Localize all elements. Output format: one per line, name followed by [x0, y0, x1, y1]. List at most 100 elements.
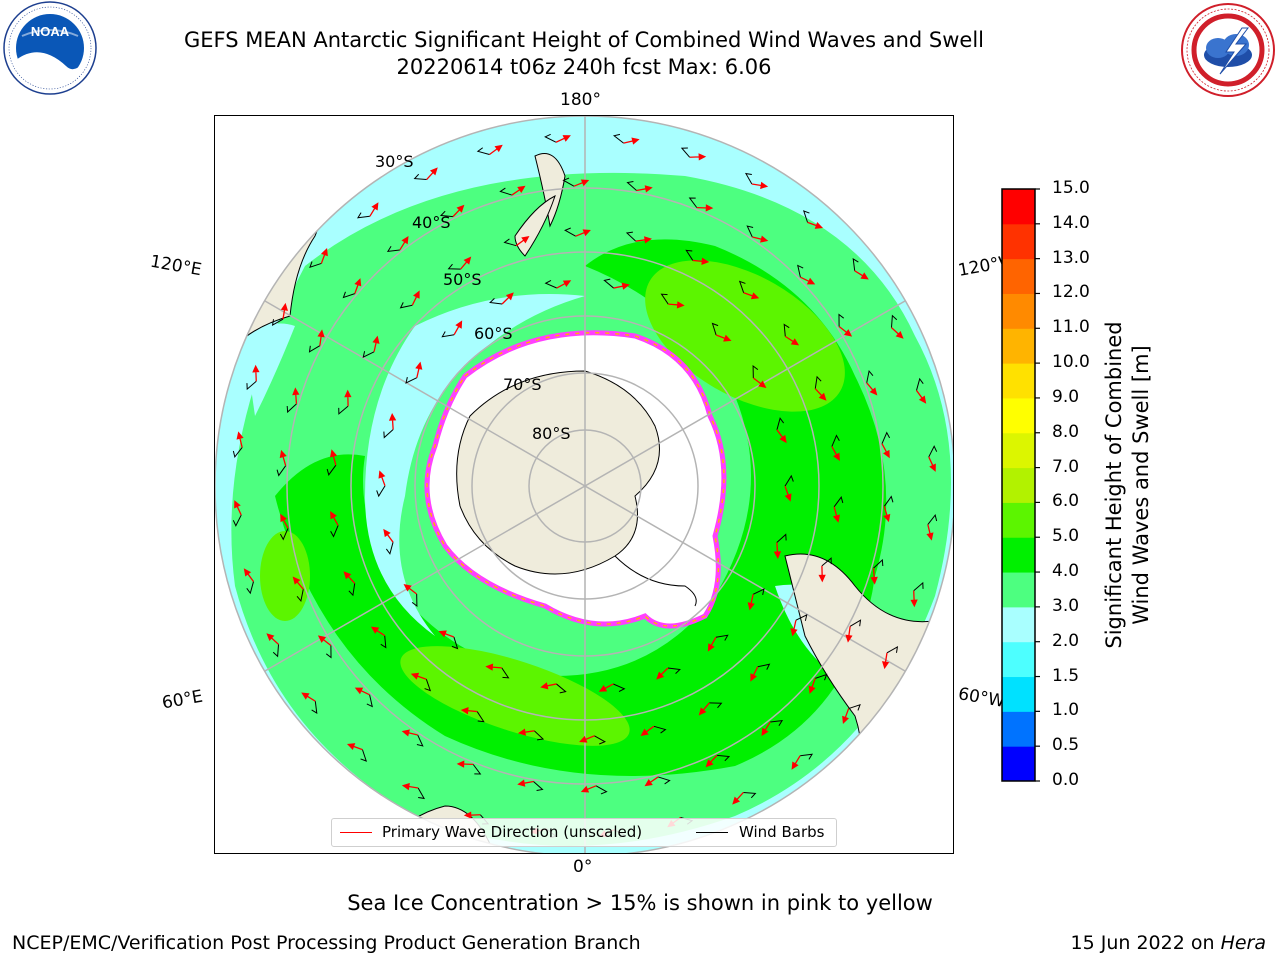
legend-wave-swatch — [340, 832, 372, 833]
wave-direction-arrow — [378, 470, 386, 487]
wind-barb — [657, 776, 671, 785]
wind-barb — [746, 225, 754, 238]
wave-direction-arrow — [761, 721, 771, 737]
wind-barb — [757, 663, 771, 670]
colorbar-tick-label: 12.0 — [1052, 282, 1090, 303]
wind-barb — [849, 619, 862, 627]
lat-label-80s: 80°S — [532, 424, 571, 443]
wind-barb — [366, 694, 373, 708]
legend-wave-label: Primary Wave Direction (unscaled) — [382, 823, 643, 841]
wave-direction-arrow — [280, 513, 289, 529]
noaa-logo: NOAA — [3, 1, 97, 95]
wind-barb — [348, 583, 356, 597]
lon-label-180: 180° — [560, 90, 601, 110]
wind-barb — [405, 376, 418, 384]
wave-direction-arrow — [485, 663, 502, 671]
colorbar-swatch — [1002, 641, 1035, 678]
colorbar-swatch — [1002, 746, 1035, 782]
colorbar-swatch — [1002, 363, 1035, 399]
wave-direction-arrow — [640, 725, 655, 737]
wave-direction-arrow — [831, 446, 840, 462]
wave-direction-arrow — [370, 626, 386, 637]
wind-barb — [709, 702, 723, 709]
wave-direction-arrow — [411, 290, 420, 306]
wind-barb — [330, 525, 339, 538]
wave-direction-arrow — [579, 735, 595, 743]
wave-direction-arrow — [926, 524, 934, 541]
colorbar-swatch — [1002, 397, 1035, 434]
wave-direction-arrow — [292, 576, 304, 590]
wave-direction-arrow — [372, 335, 380, 352]
wave-direction-arrow — [747, 594, 755, 611]
wave-direction-arrow — [752, 235, 769, 243]
wave-direction-arrow — [790, 620, 798, 637]
wind-barb — [439, 210, 454, 218]
wind-barb — [276, 465, 287, 477]
wave-direction-arrow — [555, 135, 571, 143]
colorbar-tick-label: 3.0 — [1052, 595, 1080, 616]
lat-label-70s: 70°S — [503, 375, 542, 394]
wind-barb — [279, 528, 289, 541]
colorbar-tick-label: 6.0 — [1052, 491, 1080, 512]
wind-barb — [272, 644, 280, 658]
wave-direction-arrow — [573, 179, 590, 187]
wind-barb — [776, 533, 787, 543]
wave-direction-arrow — [301, 692, 316, 702]
wave-direction-arrow — [881, 652, 890, 670]
wind-barb — [913, 581, 924, 592]
wave-direction-arrow — [252, 364, 260, 382]
lon-label-0: 0° — [573, 857, 593, 877]
wave-direction-arrow — [354, 278, 362, 294]
wave-direction-arrow — [460, 707, 478, 715]
wave-direction-arrow — [234, 500, 242, 516]
wave-direction-arrow — [854, 270, 869, 280]
nws-logo — [1181, 3, 1275, 97]
wave-direction-arrow — [517, 728, 535, 736]
wind-barb — [533, 781, 544, 792]
colorbar-tick-label: 9.0 — [1052, 386, 1080, 407]
wind-barb — [660, 293, 669, 305]
wave-direction-arrow — [623, 137, 640, 145]
wind-barb — [411, 593, 418, 608]
legend-wind-swatch — [696, 832, 728, 833]
wind-barb — [852, 257, 859, 271]
wave-direction-arrow — [784, 485, 792, 502]
wave-direction-arrow — [540, 682, 557, 690]
wind-barb — [385, 542, 394, 555]
wind-barb — [653, 725, 667, 734]
wind-barb — [883, 495, 894, 507]
wave-direction-arrow — [329, 449, 338, 466]
wind-barb — [544, 133, 557, 143]
wind-barb — [232, 447, 243, 459]
wave-direction-arrow — [814, 388, 827, 401]
wind-barb — [802, 210, 810, 223]
colorbar-swatch — [1002, 223, 1035, 260]
wind-barb — [594, 735, 606, 745]
colorbar-swatch — [1002, 432, 1035, 469]
wave-direction-arrow — [452, 204, 465, 218]
lat-label-30s: 30°S — [375, 152, 414, 171]
wind-barb — [881, 431, 891, 444]
wave-direction-arrow — [575, 229, 591, 237]
wind-barb — [667, 667, 681, 675]
wave-direction-arrow — [773, 542, 782, 559]
map-panel — [214, 115, 954, 854]
wind-barb — [821, 557, 832, 567]
wave-direction-arrow — [751, 181, 769, 190]
wind-barb — [416, 734, 424, 747]
wave-direction-arrow — [928, 456, 936, 472]
wind-barb — [776, 417, 785, 430]
wave-direction-arrow — [842, 708, 850, 725]
colorbar-tick-label: 8.0 — [1052, 421, 1080, 442]
wind-barb — [752, 364, 759, 379]
figure-subtitle: 20220614 t06z 240h fcst Max: 6.06 — [396, 55, 772, 79]
wave-direction-arrow — [320, 247, 328, 264]
wind-barb — [743, 791, 757, 799]
wave-direction-arrow — [784, 335, 800, 346]
colorbar-title-line2: Wind Waves and Swell [m] — [1129, 345, 1153, 625]
noaa-logo-text: NOAA — [31, 24, 70, 39]
wind-barb — [441, 331, 455, 338]
wave-direction-arrow — [438, 630, 455, 638]
wind-barb — [866, 369, 874, 383]
wave-direction-arrow — [707, 636, 717, 652]
